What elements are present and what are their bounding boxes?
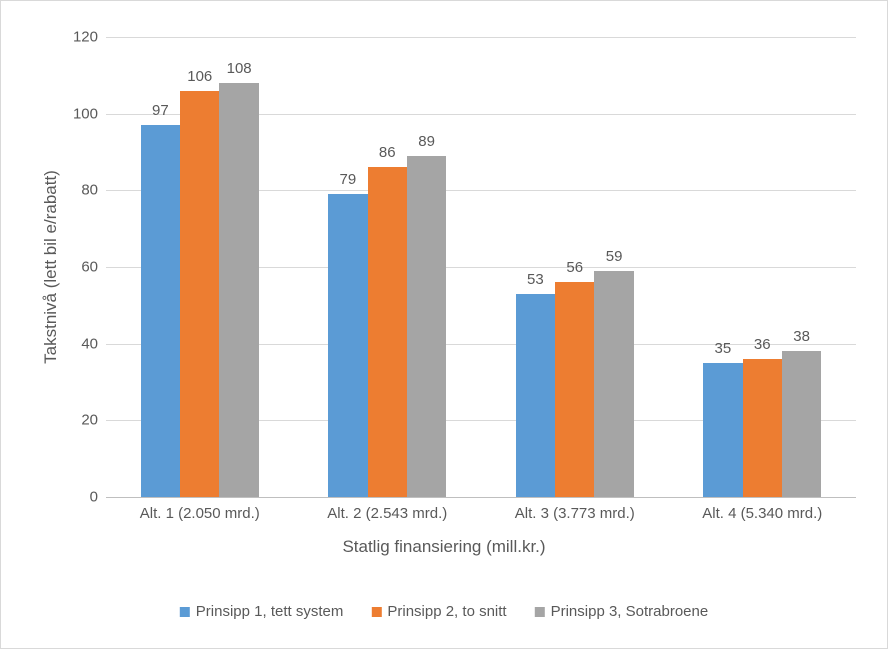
bar — [368, 167, 407, 497]
bar-value-label: 53 — [527, 271, 544, 288]
y-tick-label: 0 — [90, 489, 106, 506]
bar — [782, 351, 821, 497]
y-axis-title: Takstnivå (lett bil e/rabatt) — [41, 170, 61, 364]
x-tick-label: Alt. 2 (2.543 mrd.) — [327, 497, 447, 522]
bar — [743, 359, 782, 497]
legend-label: Prinsipp 2, to snitt — [387, 603, 506, 620]
bar-value-label: 86 — [379, 144, 396, 161]
x-tick-label: Alt. 3 (3.773 mrd.) — [515, 497, 635, 522]
y-tick-label: 80 — [81, 182, 106, 199]
y-tick-label: 100 — [73, 105, 106, 122]
bar-value-label: 106 — [187, 68, 212, 85]
legend-swatch — [371, 607, 381, 617]
plot-area: 020406080100120Alt. 1 (2.050 mrd.)971061… — [106, 37, 856, 497]
bar-value-label: 79 — [340, 171, 357, 188]
x-tick-label: Alt. 1 (2.050 mrd.) — [140, 497, 260, 522]
bar — [703, 363, 742, 497]
legend-item: Prinsipp 2, to snitt — [371, 603, 506, 620]
x-tick-label: Alt. 4 (5.340 mrd.) — [702, 497, 822, 522]
legend-swatch — [535, 607, 545, 617]
bar-value-label: 56 — [566, 259, 583, 276]
legend: Prinsipp 1, tett system Prinsipp 2, to sn… — [180, 603, 708, 620]
bar — [594, 271, 633, 497]
bar — [555, 282, 594, 497]
gridline — [106, 37, 856, 38]
y-tick-label: 40 — [81, 335, 106, 352]
bar — [141, 125, 180, 497]
bar — [516, 294, 555, 497]
bar-value-label: 35 — [715, 340, 732, 357]
legend-item: Prinsipp 1, tett system — [180, 603, 344, 620]
legend-item: Prinsipp 3, Sotrabroene — [535, 603, 709, 620]
bar — [328, 194, 367, 497]
legend-label: Prinsipp 3, Sotrabroene — [551, 603, 709, 620]
bar-value-label: 38 — [793, 328, 810, 345]
y-tick-label: 60 — [81, 259, 106, 276]
bar — [180, 91, 219, 497]
legend-label: Prinsipp 1, tett system — [196, 603, 344, 620]
bar-value-label: 108 — [227, 60, 252, 77]
legend-swatch — [180, 607, 190, 617]
x-axis-title: Statlig finansiering (mill.kr.) — [342, 537, 545, 557]
bar-value-label: 97 — [152, 102, 169, 119]
bar-value-label: 36 — [754, 336, 771, 353]
bar-value-label: 89 — [418, 133, 435, 150]
bar — [219, 83, 258, 497]
y-tick-label: 20 — [81, 412, 106, 429]
y-tick-label: 120 — [73, 29, 106, 46]
chart-frame: 0 20 40 60 80 100 120 Alt. 1 (2.050 mrd.) 97 106 1… — [0, 0, 888, 649]
bar-value-label: 59 — [606, 248, 623, 265]
bar — [407, 156, 446, 497]
